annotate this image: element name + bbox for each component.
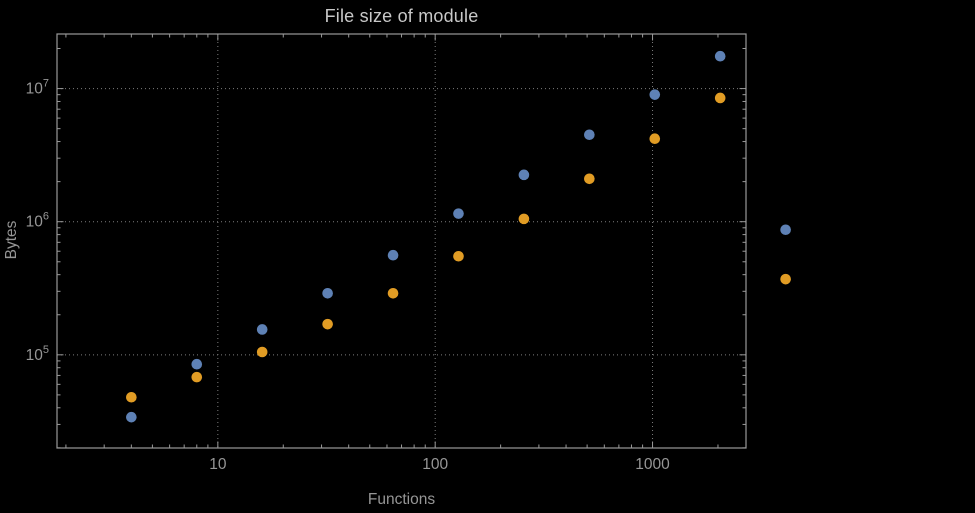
y-tick-label: 105 xyxy=(26,344,49,364)
data-point-series-blue xyxy=(649,89,661,100)
data-point-series-blue xyxy=(256,324,268,335)
data-point-series-blue xyxy=(780,224,791,236)
x-tick-label: 100 xyxy=(422,456,448,473)
data-point-series-orange xyxy=(714,92,726,104)
data-point-series-orange xyxy=(518,213,530,225)
plot-frame xyxy=(56,33,747,449)
data-point-series-orange xyxy=(453,250,464,262)
data-point-series-orange xyxy=(649,133,661,145)
data-point-series-blue xyxy=(322,287,333,299)
data-point-series-blue xyxy=(453,208,464,219)
data-point-series-blue xyxy=(191,358,203,370)
data-point-series-blue xyxy=(584,129,595,141)
data-point-series-orange xyxy=(780,273,791,285)
chart-title: File size of module xyxy=(324,6,479,26)
data-point-series-blue xyxy=(518,169,530,181)
data-point-series-blue xyxy=(126,411,137,423)
y-tick-label: 107 xyxy=(26,78,49,98)
data-point-series-orange xyxy=(387,287,399,299)
data-point-series-blue xyxy=(714,50,726,62)
data-point-series-orange xyxy=(126,391,137,403)
x-axis-label: Functions xyxy=(367,491,436,508)
data-point-series-orange xyxy=(256,346,268,358)
y-axis-label: Bytes xyxy=(3,220,20,260)
data-point-series-orange xyxy=(191,371,203,383)
data-point-series-orange xyxy=(584,173,595,185)
y-tick-label: 106 xyxy=(26,211,49,231)
data-point-series-blue xyxy=(387,249,399,261)
x-tick-label: 10 xyxy=(209,456,227,473)
data-point-series-orange xyxy=(322,318,333,330)
x-tick-label: 1000 xyxy=(635,456,670,473)
